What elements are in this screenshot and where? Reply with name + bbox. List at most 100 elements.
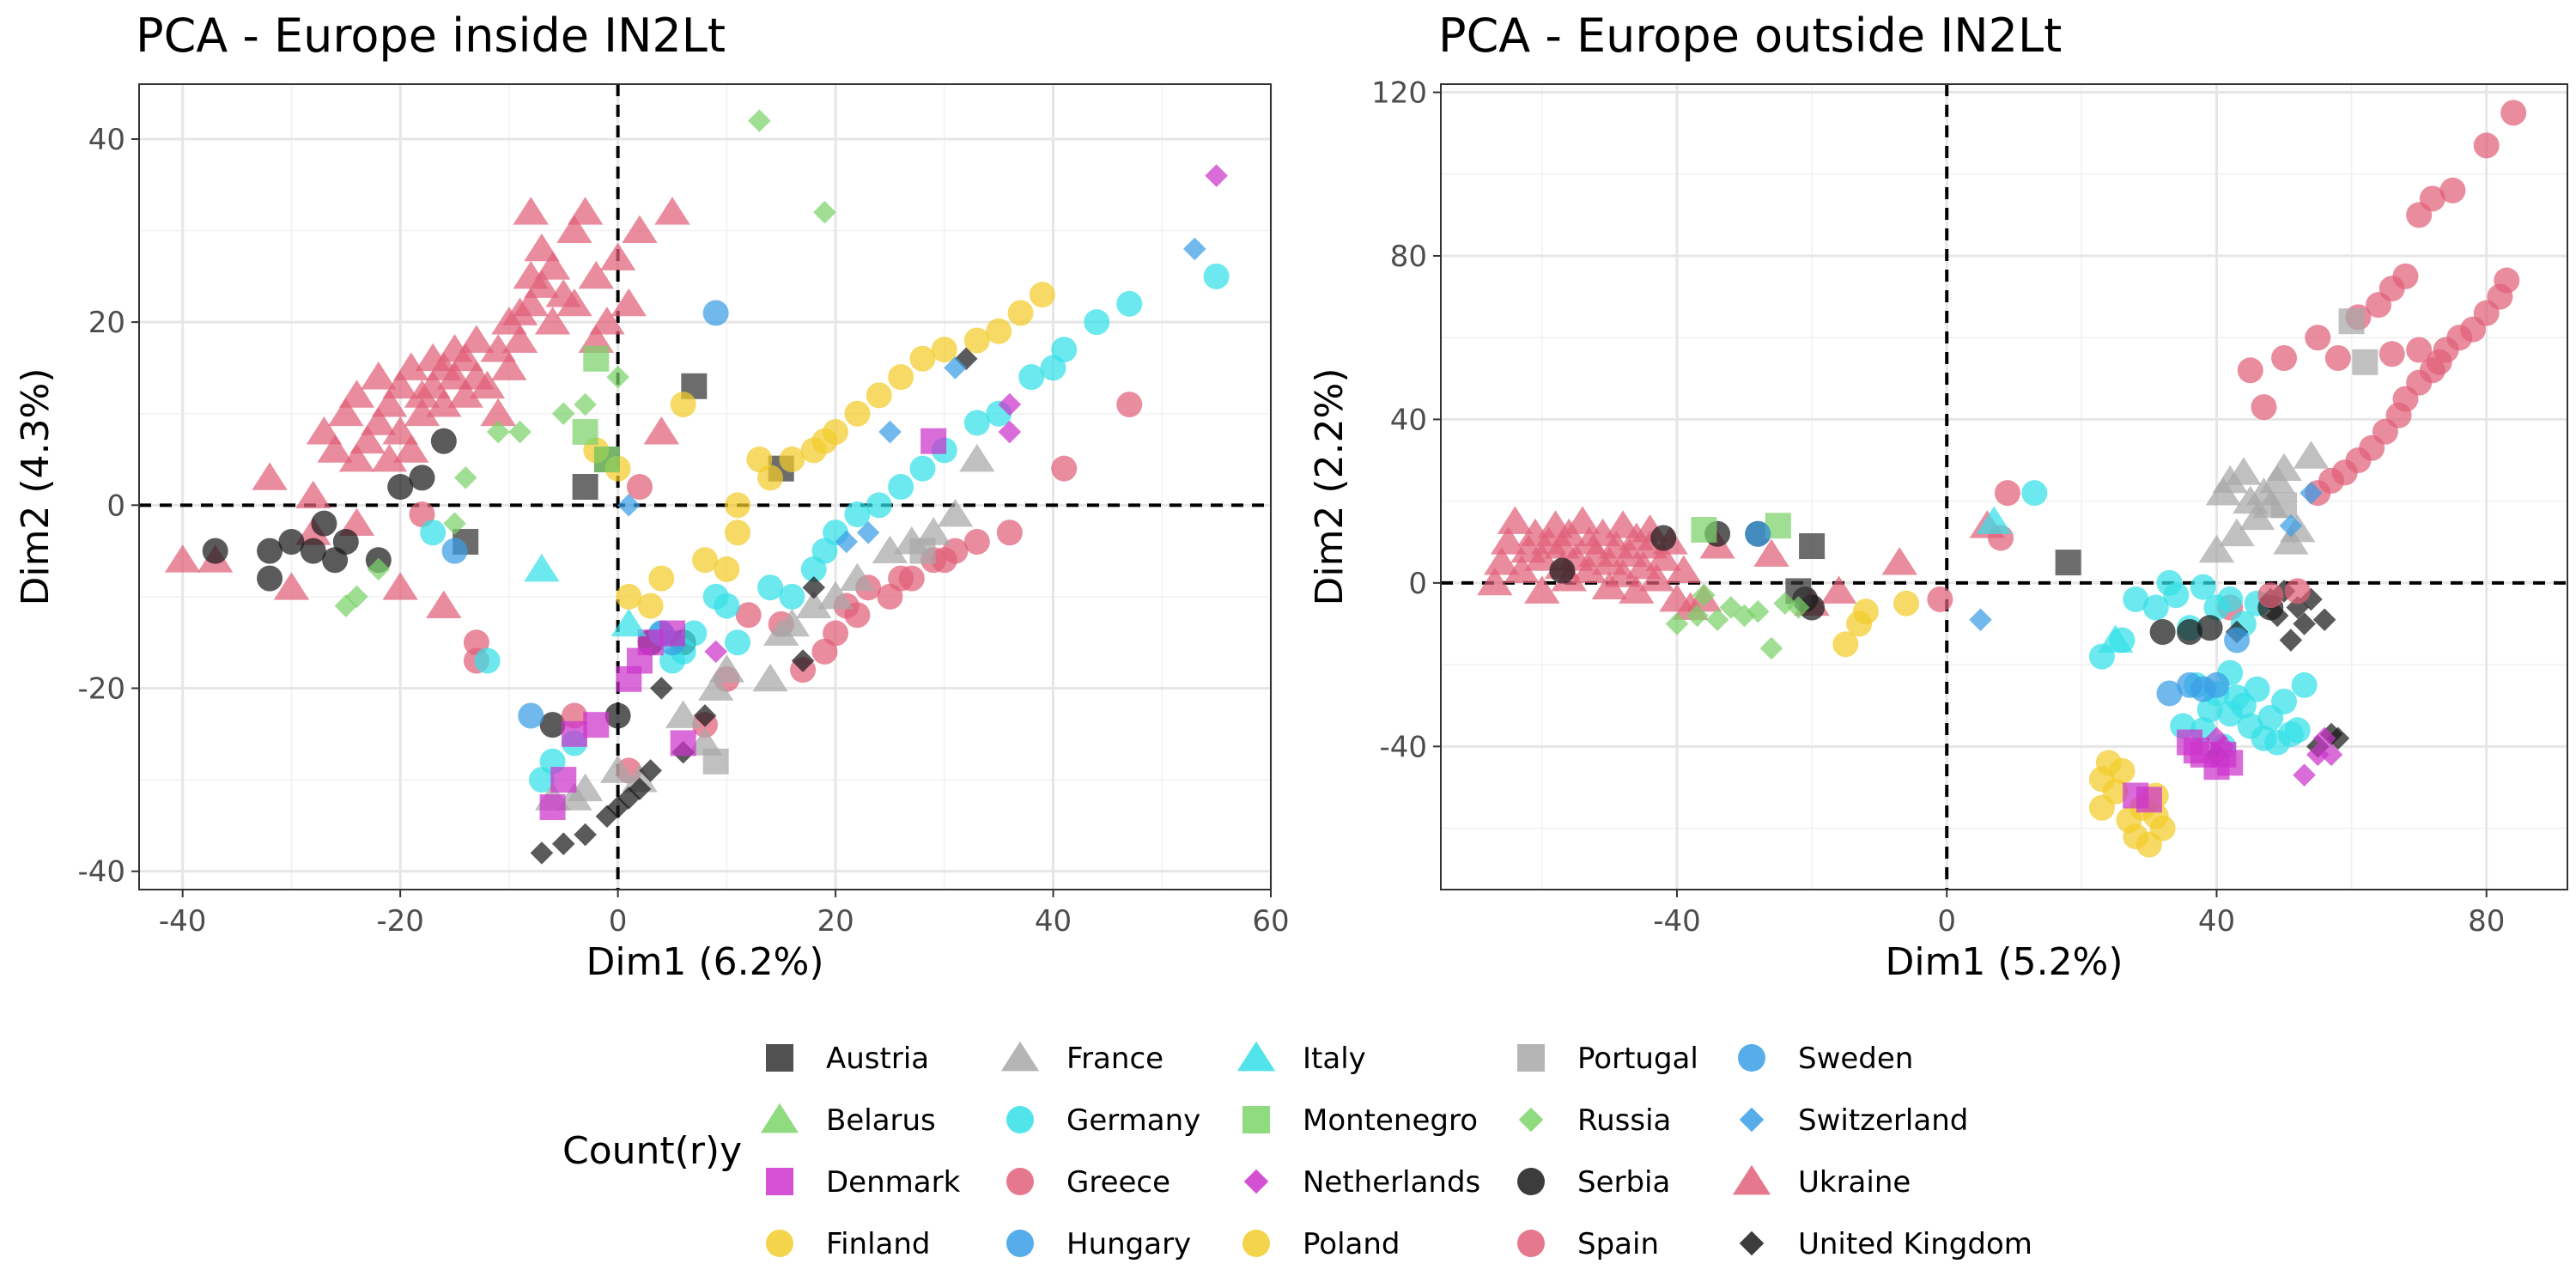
legend-item-austria: Austria xyxy=(766,1042,929,1076)
right-plot-point-finland xyxy=(2102,778,2129,805)
left-plot-points xyxy=(164,109,1230,865)
right-plot-point-spain xyxy=(2419,185,2445,212)
left-plot-point-finland xyxy=(725,492,751,519)
left-plot-point-switzerland xyxy=(1182,237,1206,261)
legend-item-serbia: Serbia xyxy=(1517,1165,1670,1200)
right-plot-point-switzerland xyxy=(2279,513,2303,538)
left-plot-point-italy xyxy=(524,553,560,582)
right-plot-point-denmark xyxy=(2136,787,2162,813)
legend-label-greece: Greece xyxy=(1066,1165,1170,1200)
left-plot-point-montenegro xyxy=(583,345,610,372)
left-plot-point-finland xyxy=(1007,300,1034,326)
legend-title: Count(r)y xyxy=(562,1129,742,1173)
left-plot-point-ukraine xyxy=(382,572,418,600)
left-plot-point-france xyxy=(697,672,734,701)
left-plot-point-russia xyxy=(508,420,532,444)
left-plot-point-netherlands xyxy=(998,392,1022,416)
left-plot-point-montenegro xyxy=(593,447,620,473)
left-plot-point-denmark xyxy=(550,767,577,793)
right-plot-y-tick-label: 120 xyxy=(1371,76,1427,111)
left-plot-point-germany xyxy=(1051,337,1078,363)
legend-label-switzerland: Switzerland xyxy=(1798,1103,1968,1138)
right-plot-point-united-kingdom xyxy=(2326,726,2350,750)
left-plot-point-switzerland xyxy=(944,356,967,380)
legend-label-serbia: Serbia xyxy=(1577,1165,1670,1200)
left-plot-point-ukraine xyxy=(469,370,506,399)
right-plot-point-switzerland xyxy=(1969,608,1992,632)
left-plot-point-ukraine xyxy=(654,197,690,225)
right-plot-y-axis-title: Dim2 (2.2%) xyxy=(1308,368,1352,605)
legend-item-poland: Poland xyxy=(1242,1227,1400,1261)
left-plot-x-axis-title: Dim1 (6.2%) xyxy=(586,940,823,984)
legend-key-ukraine xyxy=(1732,1164,1771,1195)
left-plot-point-ukraine xyxy=(556,288,592,317)
legend-label-russia: Russia xyxy=(1577,1103,1671,1138)
left-plot-point-finland xyxy=(757,465,784,491)
right-plot-point-spain xyxy=(2494,267,2520,294)
left-plot-point-finland xyxy=(1029,282,1055,308)
legend-key-denmark xyxy=(766,1168,793,1195)
right-plot-point-netherlands xyxy=(2212,735,2235,758)
right-plot-point-germany xyxy=(2190,574,2216,600)
legend-item-germany: Germany xyxy=(1006,1103,1200,1138)
right-plot-point-united-kingdom xyxy=(2312,608,2336,632)
legend-label-netherlands: Netherlands xyxy=(1303,1165,1480,1200)
left-plot-point-ukraine xyxy=(338,444,375,472)
left-plot-point-united-kingdom xyxy=(530,841,554,865)
right-plot-point-portugal xyxy=(2338,308,2365,335)
left-plot-point-russia xyxy=(334,594,358,617)
legend-key-greece xyxy=(1006,1168,1034,1195)
right-plot-point-united-kingdom xyxy=(2279,629,2303,652)
left-plot-point-ukraine xyxy=(273,572,310,600)
left-plot-point-netherlands xyxy=(998,420,1022,444)
legend-item-sweden: Sweden xyxy=(1738,1042,1913,1076)
legend-label-italy: Italy xyxy=(1303,1042,1366,1076)
left-plot-point-finland xyxy=(823,419,849,446)
left-plot-point-united-kingdom xyxy=(639,759,662,782)
left-plot-point-ukraine xyxy=(534,252,571,280)
right-plot-point-ukraine xyxy=(1497,506,1534,534)
left-plot-point-france xyxy=(959,444,995,472)
left-plot-point-ukraine xyxy=(589,307,625,335)
left-plot-point-russia xyxy=(453,466,477,489)
left-plot-point-hungary xyxy=(702,300,729,326)
left-plot-panel: PCA - Europe inside IN2Lt Dim1 (6.2%) Di… xyxy=(14,9,1290,984)
left-plot-y-tick-label: 40 xyxy=(88,123,125,157)
left-plot-point-hungary xyxy=(518,702,544,729)
left-plot-y-tick-label: 20 xyxy=(88,306,125,340)
right-plot-point-russia xyxy=(1705,608,1729,632)
legend-label-spain: Spain xyxy=(1577,1227,1659,1261)
left-plot-x-tick-label: -20 xyxy=(376,904,424,939)
left-plot-point-serbia xyxy=(539,712,566,738)
left-plot-point-greece xyxy=(1051,455,1078,482)
legend-key-austria xyxy=(766,1044,793,1072)
left-plot-point-ukraine xyxy=(534,307,571,335)
left-plot-point-denmark xyxy=(920,428,947,454)
right-plot-point-ukraine xyxy=(1666,555,1702,584)
left-plot-point-france xyxy=(665,700,702,728)
right-plot-point-serbia xyxy=(1650,525,1677,551)
legend-key-portugal xyxy=(1517,1044,1545,1072)
right-plot-point-netherlands xyxy=(2312,726,2336,750)
left-plot-point-finland xyxy=(963,327,990,354)
left-plot-point-france xyxy=(937,498,974,527)
left-plot-point-serbia xyxy=(202,538,228,564)
left-plot-point-ukraine xyxy=(599,242,636,270)
legend-key-russia xyxy=(1518,1107,1544,1133)
left-plot-point-finland xyxy=(616,583,642,610)
legend-key-united-kingdom xyxy=(1739,1230,1765,1256)
left-plot-point-germany xyxy=(1203,263,1230,289)
left-plot-point-ukraine xyxy=(524,270,560,298)
left-plot-point-greece xyxy=(963,528,990,555)
legend-key-belarus xyxy=(760,1103,799,1133)
left-plot-point-ukraine xyxy=(328,398,364,427)
left-plot-point-russia xyxy=(748,109,771,132)
left-plot-point-portugal xyxy=(909,538,936,564)
left-plot-point-united-kingdom xyxy=(802,575,826,599)
legend-item-netherlands: Netherlands xyxy=(1243,1165,1480,1200)
left-plot-point-france xyxy=(567,773,604,802)
left-plot-point-finland xyxy=(725,519,751,546)
legend-item-portugal: Portugal xyxy=(1517,1042,1698,1076)
legend-label-germany: Germany xyxy=(1066,1103,1200,1138)
right-plot-point-russia xyxy=(1686,604,1709,628)
